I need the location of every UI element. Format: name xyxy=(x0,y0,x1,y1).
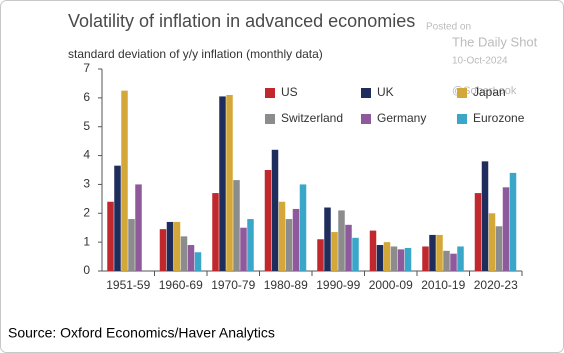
bar xyxy=(299,184,307,271)
y-tick-label: 2 xyxy=(83,205,90,219)
bar xyxy=(369,230,377,271)
bar xyxy=(180,236,188,271)
watermark: @SoberLook xyxy=(452,85,517,97)
bar xyxy=(390,246,398,271)
bar xyxy=(128,219,135,271)
legend-label: UK xyxy=(377,85,394,99)
bar xyxy=(187,245,195,271)
legend-swatch xyxy=(265,114,275,124)
bar xyxy=(278,201,286,271)
y-tick-label: 7 xyxy=(83,61,90,75)
bar xyxy=(436,234,443,271)
legend-swatch xyxy=(457,88,467,98)
bar xyxy=(121,90,128,272)
bar xyxy=(264,170,272,271)
bar xyxy=(135,184,142,271)
bar xyxy=(331,232,338,271)
bar xyxy=(429,234,436,271)
y-tick-label: 5 xyxy=(83,119,90,133)
legend-swatch xyxy=(361,88,371,98)
y-tick-label: 1 xyxy=(83,234,90,248)
x-tick-label: 2000-09 xyxy=(369,278,413,292)
source: Source: Oxford Economics/Haver Analytics xyxy=(8,325,275,341)
bar xyxy=(457,246,464,271)
watermark: The Daily Shot xyxy=(452,34,538,49)
x-tick-label: 1970-79 xyxy=(211,278,255,292)
bar xyxy=(376,245,384,271)
bar xyxy=(271,149,279,271)
bar xyxy=(159,229,167,271)
bar xyxy=(107,201,114,271)
bar xyxy=(450,253,457,271)
y-tick-label: 6 xyxy=(83,90,90,104)
legend-label: US xyxy=(281,85,298,99)
bar xyxy=(240,227,247,271)
bar xyxy=(481,161,489,271)
y-tick-label: 3 xyxy=(83,177,90,191)
bar xyxy=(324,207,331,271)
bar xyxy=(233,180,240,271)
chart-subtitle: standard deviation of y/y inflation (mon… xyxy=(68,47,323,61)
bar xyxy=(292,208,300,271)
x-tick-label: 1990-99 xyxy=(316,278,360,292)
watermark: Posted on xyxy=(426,22,471,33)
x-tick-label: 1980-89 xyxy=(264,278,308,292)
bar xyxy=(226,94,233,271)
legend-swatch xyxy=(265,88,275,98)
legend-label: Eurozone xyxy=(473,111,525,125)
x-tick-label: 2020-23 xyxy=(474,278,518,292)
watermark: 10-Oct-2024 xyxy=(452,56,508,67)
legend-label: Japan xyxy=(473,85,506,99)
legend-label: Switzerland xyxy=(281,111,343,125)
bar xyxy=(397,249,405,271)
bar xyxy=(194,252,202,271)
y-tick-label: 4 xyxy=(83,148,90,162)
legend-swatch xyxy=(457,114,467,124)
bar xyxy=(509,172,517,271)
bar xyxy=(352,237,359,271)
bar xyxy=(422,246,429,271)
bar xyxy=(317,239,324,271)
bar xyxy=(212,193,219,271)
bar xyxy=(219,96,226,272)
bar xyxy=(338,210,345,271)
bar xyxy=(173,221,181,271)
bar xyxy=(114,165,121,271)
chart-title: Volatility of inflation in advanced econ… xyxy=(68,11,415,31)
bar xyxy=(345,224,352,271)
bar xyxy=(166,221,174,271)
y-tick-label: 0 xyxy=(83,263,90,277)
legend-label: Germany xyxy=(377,111,426,125)
x-tick-label: 2010-19 xyxy=(421,278,465,292)
legend-swatch xyxy=(361,114,371,124)
x-tick-label: 1951-59 xyxy=(106,278,150,292)
bar xyxy=(495,226,503,271)
x-tick-label: 1960-69 xyxy=(159,278,203,292)
bar xyxy=(502,187,510,271)
bar xyxy=(383,242,391,271)
bar xyxy=(443,250,450,271)
bar xyxy=(247,219,254,271)
bar xyxy=(404,247,412,271)
bar xyxy=(285,219,293,271)
bar xyxy=(488,213,496,271)
bar xyxy=(474,193,482,271)
